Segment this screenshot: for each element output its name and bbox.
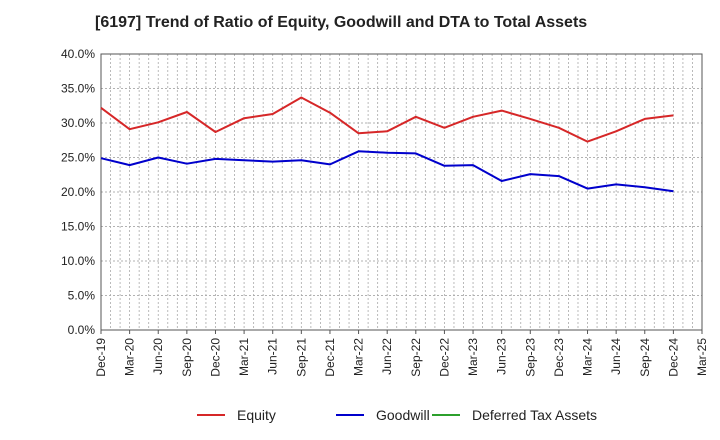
x-tick-label: Sep-22 [409,338,423,377]
y-tick-label: 40.0% [61,47,95,61]
x-tick-label: Mar-21 [237,338,251,376]
x-tick-label: Sep-24 [638,338,652,377]
y-tick-label: 0.0% [68,323,96,337]
x-tick-label: Sep-20 [180,338,194,377]
legend-label-deferred-tax-assets: Deferred Tax Assets [472,407,597,423]
y-axis-ticks: 0.0% 5.0% 10.0% 15.0% 20.0% 25.0% 30.0% 35.0% 40… [61,47,95,337]
x-tick-label: Dec-20 [208,338,222,377]
x-tick-label: Dec-21 [323,338,337,377]
y-tick-label: 15.0% [61,220,95,234]
series-line-goodwill [100,150,674,193]
x-tick-label: Dec-19 [94,338,108,377]
y-tick-label: 5.0% [68,289,96,303]
x-tick-label: Mar-22 [352,338,366,376]
chart-title: [6197] Trend of Ratio of Equity, Goodwil… [95,14,588,31]
axes [100,53,703,331]
x-tick-label: Dec-23 [552,338,566,377]
y-tick-label: 10.0% [61,254,95,268]
x-tick-label: Jun-24 [609,338,623,375]
x-tick-label: Dec-22 [437,338,451,377]
x-tick-label: Jun-21 [266,338,280,375]
legend: Equity Goodwill Deferred Tax Assets [197,407,597,423]
y-tick-label: 20.0% [61,185,95,199]
x-tick-label: Sep-21 [294,338,308,377]
x-axis-ticks: Dec-19 Mar-20 Jun-20 Sep-20 Dec-20 Mar-21 Jun-… [94,330,709,377]
x-tick-label: Mar-20 [123,338,137,376]
x-tick-label: Jun-22 [380,338,394,375]
x-tick-label: Jun-23 [495,338,509,375]
x-tick-label: Mar-23 [466,338,480,376]
series-line-equity [100,96,674,143]
x-tick-label: Mar-25 [695,338,709,376]
y-tick-label: 30.0% [61,116,95,130]
legend-label-equity: Equity [237,407,276,423]
y-tick-label: 25.0% [61,151,95,165]
x-tick-label: Sep-23 [523,338,537,377]
y-tick-label: 35.0% [61,82,95,96]
series-lines [100,96,674,193]
grid [100,53,703,331]
x-tick-label: Jun-20 [151,338,165,375]
legend-label-goodwill: Goodwill [376,407,430,423]
x-tick-label: Dec-24 [666,338,680,377]
plot-frame [100,53,703,331]
x-tick-label: Mar-24 [581,338,595,376]
